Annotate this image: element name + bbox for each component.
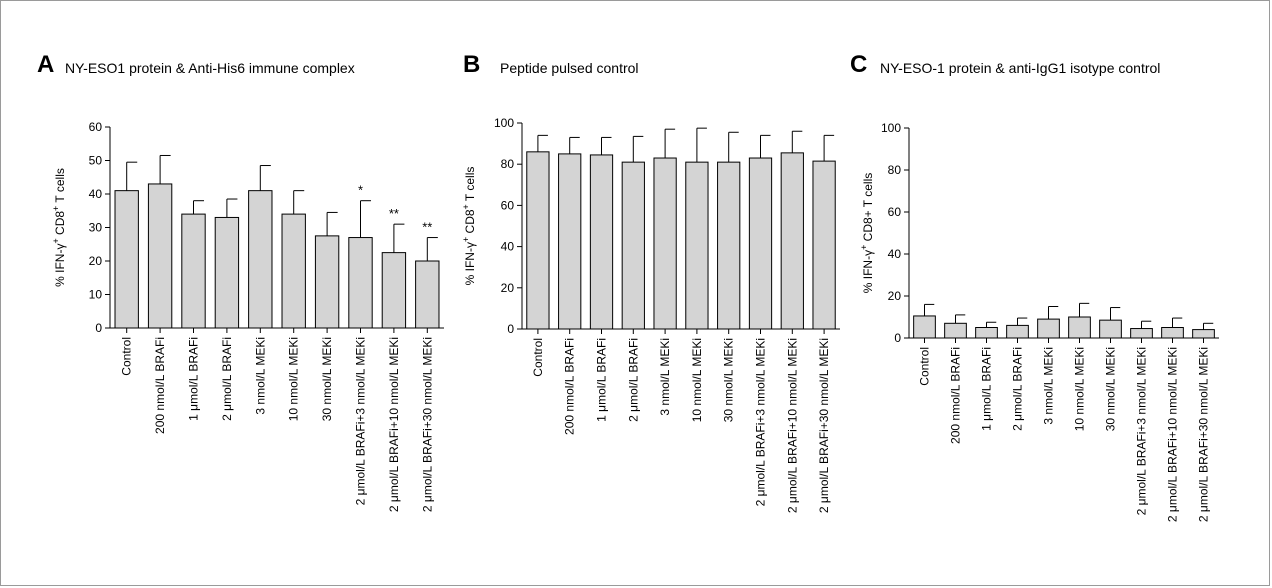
panel-c-y-tick-label: 60 bbox=[888, 205, 902, 219]
panel-c-x-tick-label: 3 nmol/L MEKi bbox=[1042, 347, 1056, 425]
panel-c-y-tick-label: 20 bbox=[888, 289, 902, 303]
panel-c-bar bbox=[1007, 325, 1029, 338]
panel-c-y-label: % IFN-γ+ CD8+ T cells bbox=[859, 173, 875, 294]
panel-c-x-tick-label: 2 μmol/L BRAFi+30 nmol/L MEKi bbox=[1197, 347, 1211, 522]
panel-c-bar bbox=[1131, 329, 1153, 338]
panel-c-bar bbox=[1193, 330, 1215, 338]
panel-c-x-tick-label: Control bbox=[918, 347, 932, 386]
panel-c-bar bbox=[976, 328, 998, 339]
panel-c-x-tick-label: 30 nmol/L MEKi bbox=[1104, 347, 1118, 431]
panel-c-bar bbox=[1162, 328, 1184, 339]
panel-c-bar bbox=[1038, 319, 1060, 338]
panel-c-bar bbox=[914, 316, 936, 338]
panel-c-bar bbox=[1069, 317, 1091, 338]
panel-c-x-tick-label: 2 μmol/L BRAFi+10 nmol/L MEKi bbox=[1166, 347, 1180, 522]
panel-c-bar bbox=[945, 323, 967, 338]
panel-c-y-tick-label: 0 bbox=[894, 331, 901, 345]
panel-c-bar bbox=[1100, 320, 1122, 338]
panel-c-x-tick-label: 2 μmol/L BRAFi bbox=[1011, 347, 1025, 431]
panel-c-x-tick-label: 1 μmol/L BRAFi bbox=[980, 347, 994, 431]
panel-c-y-tick-label: 80 bbox=[888, 163, 902, 177]
panel-c-y-tick-label: 100 bbox=[881, 121, 901, 135]
panel-c-x-tick-label: 2 μmol/L BRAFi+3 nmol/L MEKi bbox=[1135, 347, 1149, 515]
panel-c-x-tick-label: 200 nmol/L BRAFi bbox=[949, 347, 963, 444]
panel-c-y-tick-label: 40 bbox=[888, 247, 902, 261]
panel-c-x-tick-label: 10 nmol/L MEKi bbox=[1073, 347, 1087, 431]
